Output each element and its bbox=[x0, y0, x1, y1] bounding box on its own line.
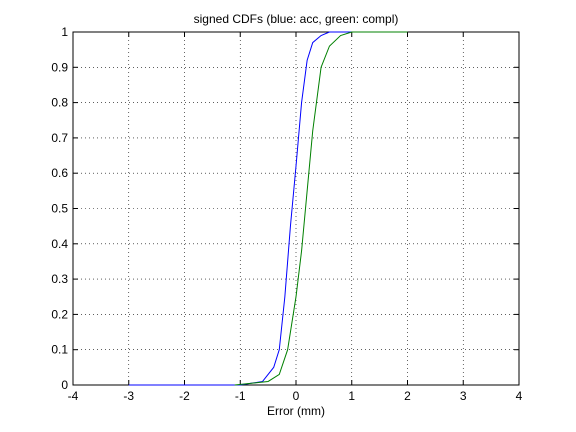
y-tick-label: 0.1 bbox=[51, 343, 68, 357]
cdf-line bbox=[128, 31, 408, 386]
x-tick-label: 3 bbox=[460, 389, 467, 403]
y-tick-label: 0.8 bbox=[51, 96, 68, 110]
cdf-line bbox=[234, 31, 408, 386]
x-axis-label: Error (mm) bbox=[267, 404, 325, 418]
x-tick-label: 4 bbox=[516, 389, 523, 403]
y-tick-label: 1 bbox=[61, 25, 68, 39]
x-tick-label: 2 bbox=[404, 389, 411, 403]
plot-frame bbox=[72, 31, 520, 386]
y-tick-label: 0.4 bbox=[51, 237, 68, 251]
x-tick-label: 1 bbox=[348, 389, 355, 403]
y-tick-label: 0.5 bbox=[51, 202, 68, 216]
y-tick-label: 0.3 bbox=[51, 272, 68, 286]
y-tick-label: 0.2 bbox=[51, 307, 68, 321]
x-tick-label: -1 bbox=[235, 389, 246, 403]
x-tick-label: -4 bbox=[68, 389, 79, 403]
y-tick-label: 0.6 bbox=[51, 166, 68, 180]
y-tick-label: 0.9 bbox=[51, 60, 68, 74]
x-tick-label: 0 bbox=[293, 389, 300, 403]
y-tick-label: 0 bbox=[61, 378, 68, 392]
y-tick-label: 0.7 bbox=[51, 131, 68, 145]
x-tick-label: -2 bbox=[179, 389, 190, 403]
x-tick-label: -3 bbox=[123, 389, 134, 403]
chart-title: signed CDFs (blue: acc, green: compl) bbox=[194, 12, 399, 26]
